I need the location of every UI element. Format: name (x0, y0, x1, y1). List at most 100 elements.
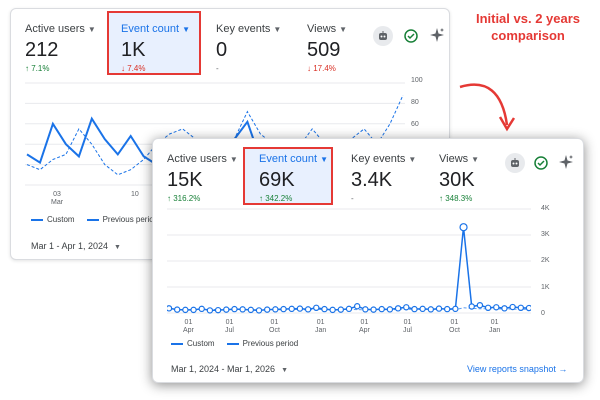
data-point[interactable] (452, 305, 459, 313)
data-point[interactable] (386, 306, 394, 313)
metric-active-users[interactable]: Active users ▼ 212 ↑ 7.1% (25, 23, 96, 73)
date-range-selector[interactable]: Mar 1 - Apr 1, 2024 ▼ (31, 241, 121, 251)
chart-legend: Custom Previous period (31, 215, 158, 224)
insights-bot-icon[interactable] (373, 26, 393, 46)
metric-key-events[interactable]: Key events ▼ 0 - (216, 23, 281, 73)
metric-value: 69K (259, 169, 295, 191)
metric-label: Key events ▼ (216, 23, 282, 35)
data-point[interactable] (198, 305, 205, 313)
metric-views[interactable]: Views ▼ 30K ↑ 348.3% (439, 153, 479, 203)
metric-key-events[interactable]: Key events ▼ 3.4K - (351, 153, 416, 203)
data-point[interactable] (509, 303, 516, 311)
legend-item-previous: Previous period (226, 339, 298, 348)
arrow-up-icon: ↑ (167, 194, 171, 203)
metric-event-count[interactable]: Event count ▼ 69K ↑ 342.2% (259, 153, 328, 203)
y-tick-label: 60 (411, 121, 419, 128)
caret-down-icon: ▼ (182, 25, 191, 34)
data-point[interactable] (182, 306, 189, 314)
data-point[interactable] (239, 306, 246, 313)
metric-event-count[interactable]: Event count ▼ 1K ↓ 7.4% (121, 23, 190, 73)
y-tick-label: 2K (541, 257, 550, 264)
chart-legend: Custom Previous period (171, 339, 298, 348)
metric-views[interactable]: Views ▼ 509 ↓ 17.4% (307, 23, 347, 73)
data-point[interactable] (263, 306, 271, 313)
metric-change: ↓ 7.4% (121, 64, 146, 73)
data-point[interactable] (443, 305, 451, 313)
legend-item-custom: Custom (171, 339, 215, 348)
y-tick-label: 100 (411, 77, 423, 84)
x-tick-label: 10 (131, 191, 139, 198)
data-point[interactable] (304, 306, 312, 313)
arrow-down-icon: ↓ (307, 64, 311, 73)
x-tick-label: 01 Jul (225, 319, 234, 334)
data-point[interactable] (231, 305, 238, 313)
arrow-right-icon: → (558, 364, 568, 374)
x-tick-label: 01 Jan (489, 319, 501, 334)
caret-down-icon: ▼ (408, 155, 417, 164)
y-tick-label: 80 (411, 99, 419, 106)
data-point[interactable] (173, 306, 181, 313)
check-circle-icon[interactable] (531, 153, 551, 173)
data-point[interactable] (329, 306, 336, 314)
sparkle-icon[interactable] (556, 152, 576, 172)
y-tick-label: 0 (541, 310, 545, 317)
data-point[interactable] (501, 305, 508, 312)
data-point[interactable] (223, 306, 230, 313)
x-tick-label: 03 Mar (51, 191, 64, 206)
metric-value: 30K (439, 169, 475, 191)
caret-down-icon: ▼ (320, 155, 329, 164)
metric-label: Active users ▼ (167, 153, 238, 165)
metric-label: Event count ▼ (121, 23, 191, 35)
data-point[interactable] (476, 301, 484, 309)
date-range-selector[interactable]: Mar 1, 2024 - Mar 1, 2026 ▼ (171, 364, 288, 374)
data-point[interactable] (525, 304, 531, 312)
data-point[interactable] (468, 303, 475, 310)
metric-value: 3.4K (351, 169, 393, 191)
data-point[interactable] (214, 306, 222, 314)
data-point[interactable] (190, 306, 197, 314)
data-point[interactable] (411, 305, 418, 313)
data-point[interactable] (321, 305, 328, 313)
data-point[interactable] (167, 305, 173, 312)
metric-active-users[interactable]: Active users ▼ 15K ↑ 316.2% (167, 153, 238, 203)
data-point[interactable] (484, 304, 492, 312)
data-point[interactable] (280, 305, 287, 313)
caret-down-icon: ▼ (281, 367, 288, 374)
data-point[interactable] (403, 304, 410, 311)
data-point[interactable] (255, 307, 263, 314)
data-point[interactable] (345, 305, 353, 313)
x-tick-label: 01 Jul (403, 319, 412, 334)
insights-bot-icon[interactable] (505, 153, 525, 173)
view-reports-snapshot-link[interactable]: View reports snapshot → (467, 364, 568, 374)
data-point[interactable] (313, 304, 320, 312)
arrow-down-icon: ↓ (121, 64, 125, 73)
data-point[interactable] (288, 305, 295, 313)
metric-value: 0 (216, 39, 228, 61)
data-point[interactable] (419, 305, 426, 313)
data-point[interactable] (394, 305, 402, 312)
data-point[interactable] (378, 305, 385, 313)
two-year-period-card: Active users ▼ 15K ↑ 316.2% Event count ▼ … (152, 138, 584, 383)
data-point[interactable] (206, 307, 214, 314)
arrow-up-icon: ↑ (439, 194, 443, 203)
data-point[interactable] (272, 306, 279, 313)
data-point[interactable] (247, 306, 255, 314)
caret-down-icon: ▼ (114, 244, 121, 251)
caret-down-icon: ▼ (339, 25, 348, 34)
data-point[interactable] (493, 304, 500, 311)
data-point[interactable] (435, 305, 443, 312)
data-point[interactable] (362, 306, 369, 313)
y-tick-label: 4K (541, 205, 550, 212)
data-point[interactable] (296, 305, 304, 312)
data-point[interactable] (353, 303, 361, 310)
sparkle-icon[interactable] (427, 25, 447, 45)
data-point[interactable] (517, 304, 525, 312)
metric-change: - (216, 64, 219, 73)
check-circle-icon[interactable] (401, 26, 421, 46)
data-point[interactable] (427, 306, 435, 313)
data-point[interactable] (337, 306, 345, 313)
x-tick-label: 01 Apr (359, 319, 370, 334)
data-point[interactable] (459, 223, 468, 232)
caret-down-icon: ▼ (273, 25, 282, 34)
data-point[interactable] (370, 306, 377, 313)
